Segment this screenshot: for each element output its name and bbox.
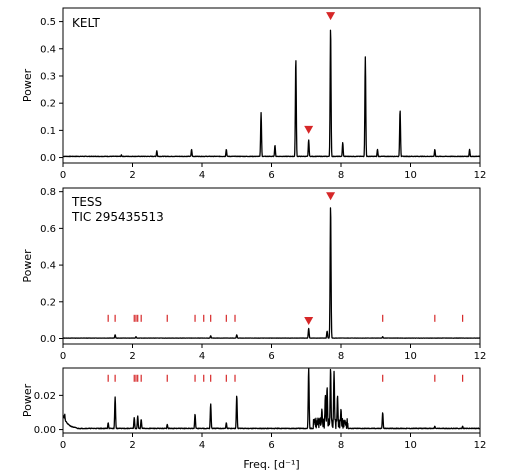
kelt-y-tick-label: 0.5: [40, 17, 56, 28]
tess-x-tick-label: 12: [474, 351, 487, 362]
kelt-panel: 0 2 4 6 8 10 12 0.0 0.1 0.2 0.3 0.4 0.5 …: [21, 7, 487, 181]
tess-y-tick-label: 0.6: [40, 224, 56, 235]
zoom-axes-frame: [62, 367, 481, 434]
kelt-peak-marker: [326, 12, 336, 21]
tess-panel: 0 2 4 6 8 10 12 0.0 0.2 0.4 0.6 0.8 Powe…: [21, 187, 486, 362]
tess-peak-marker: [326, 192, 336, 201]
zoom-x-ticks: 0 2 4 6 8 10 12: [60, 440, 487, 451]
zoom-x-tick-label: 6: [268, 440, 274, 451]
zoom-x-tick-label: 4: [199, 440, 205, 451]
zoom-y-tick-label: 0.02: [34, 391, 56, 402]
kelt-y-tick-label: 0.3: [40, 71, 56, 82]
kelt-y-tick-label: 0.2: [40, 99, 56, 110]
tess-y-tick-label: 0.2: [40, 297, 56, 308]
tess-y-tick-label: 0.4: [40, 261, 56, 272]
kelt-y-ticks: 0.0 0.1 0.2 0.3 0.4 0.5: [40, 17, 56, 164]
kelt-power-line: [62, 29, 481, 158]
kelt-x-tick-label: 10: [404, 170, 417, 181]
frequency-axis-label: Freq. [d⁻¹]: [243, 458, 299, 471]
tess-peak-marker: [304, 317, 314, 326]
tess-y-tick-label: 0.0: [40, 334, 56, 345]
kelt-x-ticks: 0 2 4 6 8 10 12: [60, 170, 487, 181]
tess-x-tick-label: 0: [60, 351, 66, 362]
tess-x-tick-label: 6: [268, 351, 274, 362]
kelt-title: KELT: [72, 16, 100, 30]
tess-title: TESS: [71, 195, 102, 209]
kelt-x-tick-label: 2: [129, 170, 135, 181]
kelt-axes-frame: [62, 7, 481, 164]
zoom-x-tick-label: 12: [474, 440, 487, 451]
kelt-peak-marker: [304, 125, 314, 134]
tess-y-axis-label: Power: [21, 249, 34, 283]
tess-x-ticks: 0 2 4 6 8 10 12: [60, 351, 487, 362]
zoom-x-tick-label: 2: [129, 440, 135, 451]
zoom-y-axis-label: Power: [21, 383, 34, 417]
zoom-x-tick-label: 8: [338, 440, 344, 451]
tess-y-tick-label: 0.8: [40, 187, 56, 198]
kelt-x-tick-label: 6: [268, 170, 274, 181]
zoom-panel: 0 2 4 6 8 10 12 0.00 0.02 Power Freq. [d…: [21, 367, 487, 471]
tess-x-tick-label: 10: [404, 351, 417, 362]
zoom-y-tick-label: 0.00: [34, 425, 56, 436]
kelt-x-tick-label: 8: [338, 170, 344, 181]
tess-y-ticks: 0.0 0.2 0.4 0.6 0.8: [40, 187, 56, 345]
tess-plot-area: [59, 191, 481, 348]
kelt-y-tick-label: 0.1: [40, 126, 56, 137]
zoom-power-line: [62, 367, 481, 430]
kelt-x-tick-label: 4: [199, 170, 205, 181]
zoom-x-tick-label: 0: [60, 440, 66, 451]
kelt-y-tick-label: 0.4: [40, 44, 56, 55]
tess-x-tick-label: 2: [129, 351, 135, 362]
kelt-plot-area: [59, 12, 481, 167]
kelt-x-tick-label: 12: [474, 170, 487, 181]
tess-power-line: [62, 207, 481, 339]
tess-x-tick-label: 4: [199, 351, 205, 362]
kelt-y-tick-label: 0.0: [40, 153, 56, 164]
zoom-y-ticks: 0.00 0.02: [34, 391, 56, 436]
tess-x-tick-label: 8: [338, 351, 344, 362]
zoom-x-tick-label: 10: [404, 440, 417, 451]
tess-subtitle: TIC 295435513: [71, 210, 164, 224]
zoom-plot-area: [59, 367, 481, 437]
kelt-x-tick-label: 0: [60, 170, 66, 181]
kelt-y-axis-label: Power: [21, 68, 34, 102]
